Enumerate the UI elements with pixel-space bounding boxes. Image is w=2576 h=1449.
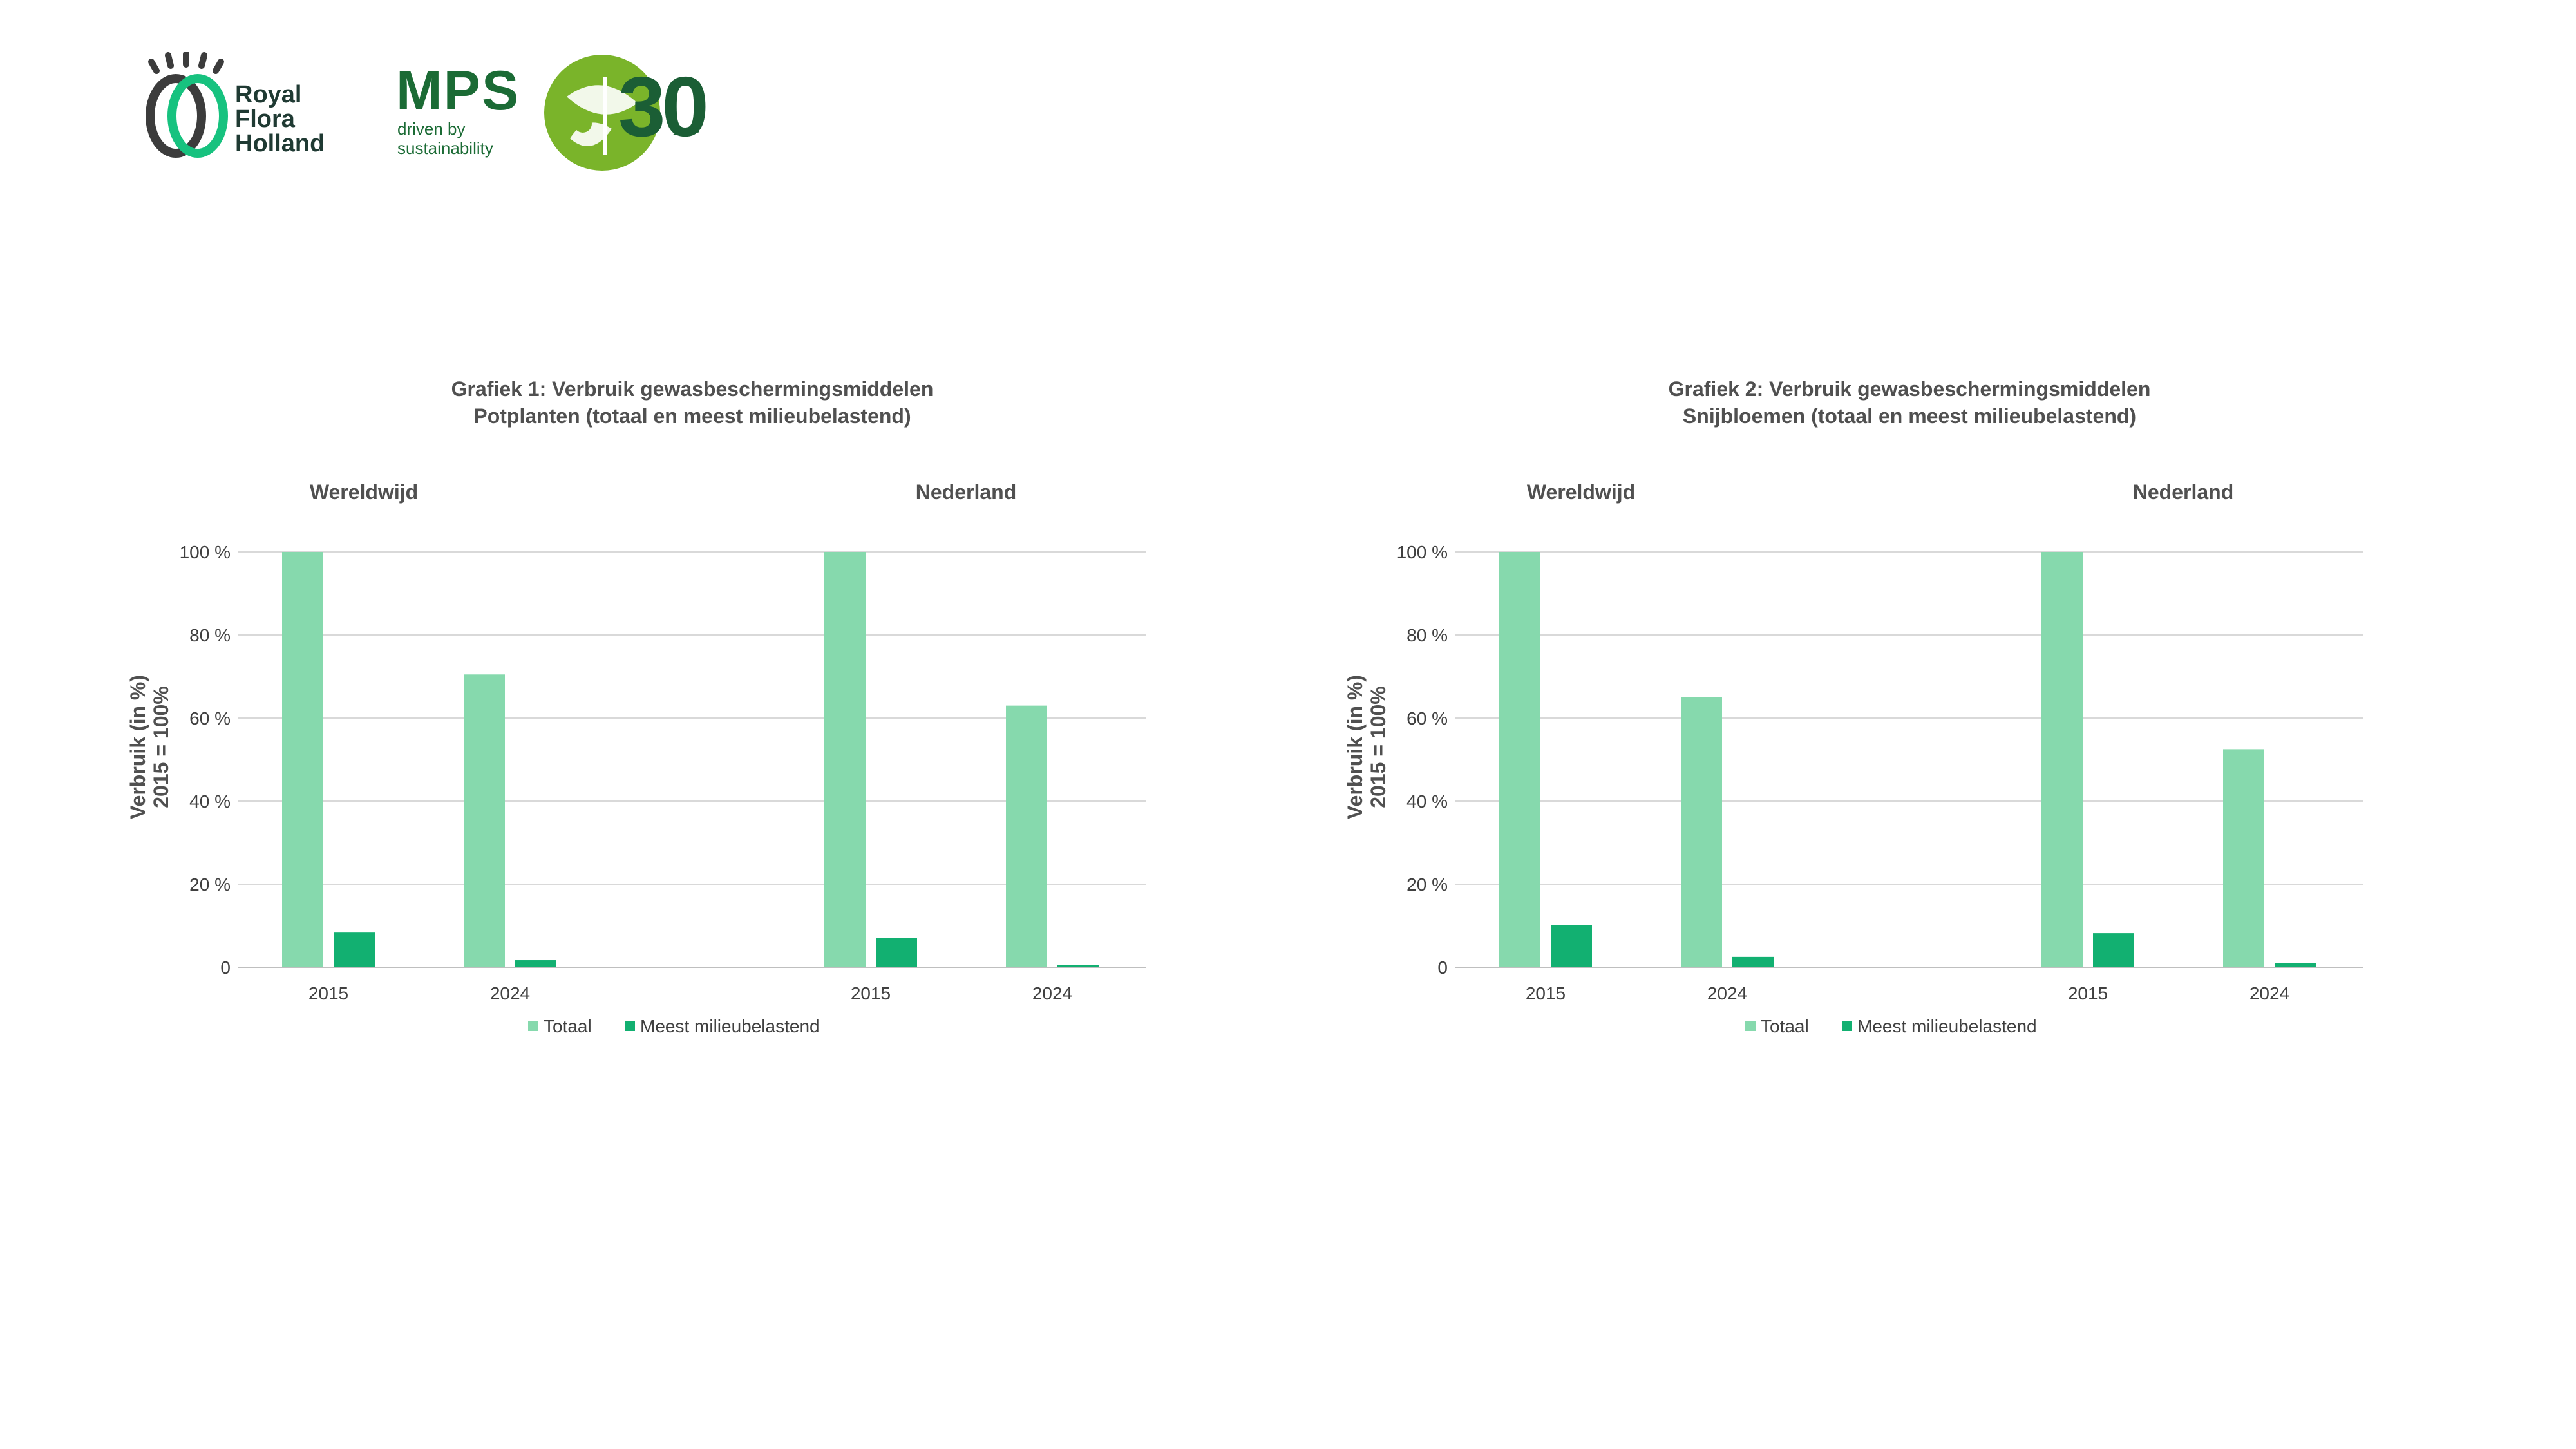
chart2-bar-meest: [1732, 956, 1774, 967]
chart2-ylabel: Verbruik (in %)2015 = 100%: [1343, 675, 1390, 819]
chart2-ytick-label: 80 %: [1406, 625, 1448, 645]
chart-snijbloemen-svg: Grafiek 2: Verbruik gewasbeschermingsmid…: [1343, 377, 2363, 1036]
anniversary-label: years: [673, 124, 700, 135]
chart1-ytick-label: 100 %: [180, 542, 231, 562]
logo-bar: Royal Flora Holland MPS driven by sustai…: [138, 52, 718, 180]
chart2-category-label: 2024: [2249, 983, 2289, 1003]
chart2-bar-totaal: [1681, 697, 1722, 967]
chart1-legend-label-meest: Meest milieubelastend: [640, 1016, 820, 1036]
chart1-group-label: Wereldwijd: [310, 480, 418, 504]
chart1-bar-totaal: [824, 552, 866, 967]
chart1-ylabel: Verbruik (in %)2015 = 100%: [126, 675, 173, 819]
chart1-legend-label-totaal: Totaal: [544, 1016, 592, 1036]
chart1-bar-meest: [515, 960, 556, 967]
chart1-title-line1: Grafiek 1: Verbruik gewasbeschermingsmid…: [451, 377, 934, 401]
chart2-ytick-label: 100 %: [1397, 542, 1448, 562]
chart2-title-line1: Grafiek 2: Verbruik gewasbeschermingsmid…: [1669, 377, 2151, 401]
chart2-legend-label-totaal: Totaal: [1761, 1016, 1809, 1036]
chart1-group-label: Nederland: [916, 480, 1016, 504]
chart2-group-label: Wereldwijd: [1527, 480, 1635, 504]
chart1-bar-meest: [1057, 965, 1099, 967]
chart2-legend-swatch-totaal: [1745, 1021, 1756, 1031]
chart-potplanten: Grafiek 1: Verbruik gewasbeschermingsmid…: [116, 361, 1211, 1069]
chart2-bar-totaal: [1499, 552, 1540, 967]
chart1-ytick-label: 40 %: [189, 791, 231, 811]
chart1-category-label: 2024: [490, 983, 530, 1003]
chart1-ytick-label: 80 %: [189, 625, 231, 645]
chart2-ytick-label: 0: [1437, 958, 1448, 978]
chart2-bar-meest: [1551, 925, 1592, 967]
chart2-bar-totaal: [2041, 552, 2083, 967]
chart2-bar-meest: [2093, 933, 2134, 967]
chart1-title-line2: Potplanten (totaal en meest milieubelast…: [473, 404, 911, 428]
chart2-ytick-label: 20 %: [1406, 875, 1448, 895]
chart1-ytick-label: 60 %: [189, 708, 231, 728]
chart-potplanten-svg: Grafiek 1: Verbruik gewasbeschermingsmid…: [126, 377, 1146, 1036]
chart1-bar-totaal: [1006, 705, 1047, 967]
chart1-bar-totaal: [464, 674, 505, 967]
chart2-ytick-label: 60 %: [1406, 708, 1448, 728]
chart2-category-label: 2015: [1526, 983, 1566, 1003]
chart1-category-label: 2015: [308, 983, 348, 1003]
chart2-bar-meest: [2275, 963, 2316, 967]
chart1-category-label: 2024: [1032, 983, 1072, 1003]
chart1-bar-totaal: [282, 552, 323, 967]
mps-tagline: driven by sustainability: [397, 119, 493, 158]
chart2-bar-totaal: [2223, 749, 2264, 967]
chart1-bar-meest: [876, 938, 917, 967]
chart2-category-label: 2015: [2068, 983, 2108, 1003]
royal-flora-holland-logo-icon: [146, 52, 228, 158]
chart1-bar-meest: [334, 932, 375, 967]
chart-snijbloemen: Grafiek 2: Verbruik gewasbeschermingsmid…: [1333, 361, 2428, 1069]
chart1-ytick-label: 0: [220, 958, 231, 978]
chart2-legend-swatch-meest: [1842, 1021, 1852, 1031]
chart2-category-label: 2024: [1707, 983, 1747, 1003]
chart1-legend-swatch-totaal: [528, 1021, 538, 1031]
chart1-category-label: 2015: [851, 983, 891, 1003]
chart2-group-label: Nederland: [2133, 480, 2233, 504]
anniversary-number: 30: [618, 59, 709, 154]
royal-flora-holland-wordmark: Royal Flora Holland: [235, 81, 325, 157]
chart1-legend-swatch-meest: [625, 1021, 635, 1031]
chart2-legend-label-meest: Meest milieubelastend: [1857, 1016, 2037, 1036]
chart1-ytick-label: 20 %: [189, 875, 231, 895]
leaf-circle-logo-icon: [544, 55, 660, 171]
chart2-title-line2: Snijbloemen (totaal en meest milieubelas…: [1683, 404, 2136, 428]
mps-wordmark: MPS: [396, 60, 520, 122]
chart2-ytick-label: 40 %: [1406, 791, 1448, 811]
